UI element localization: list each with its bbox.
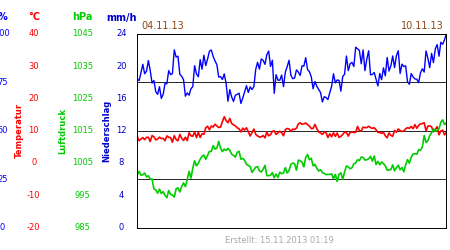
Text: -10: -10 xyxy=(27,191,40,200)
Text: 04.11.13: 04.11.13 xyxy=(142,21,184,31)
Text: 50: 50 xyxy=(0,126,8,135)
Text: 8: 8 xyxy=(119,158,124,168)
Text: 1035: 1035 xyxy=(72,62,93,70)
Text: hPa: hPa xyxy=(72,12,93,22)
Text: 1015: 1015 xyxy=(72,126,93,135)
Text: Temperatur: Temperatur xyxy=(14,103,23,158)
Text: °C: °C xyxy=(28,12,40,22)
Text: 1005: 1005 xyxy=(72,158,93,168)
Text: 985: 985 xyxy=(74,223,90,232)
Text: 10.11.13: 10.11.13 xyxy=(401,21,444,31)
Text: 16: 16 xyxy=(116,94,127,103)
Text: 0: 0 xyxy=(119,223,124,232)
Text: 20: 20 xyxy=(28,94,39,103)
Text: 10: 10 xyxy=(28,126,39,135)
Text: Niederschlag: Niederschlag xyxy=(102,100,111,162)
Text: 30: 30 xyxy=(28,62,39,70)
Text: 1045: 1045 xyxy=(72,29,93,38)
Text: 20: 20 xyxy=(116,62,127,70)
Text: mm/h: mm/h xyxy=(106,12,137,22)
Text: 4: 4 xyxy=(119,191,124,200)
Text: 24: 24 xyxy=(116,29,127,38)
Text: Erstellt: 15.11.2013 01:19: Erstellt: 15.11.2013 01:19 xyxy=(225,236,333,245)
Text: 12: 12 xyxy=(116,126,127,135)
Text: Luftdruck: Luftdruck xyxy=(58,108,68,154)
Text: 25: 25 xyxy=(0,174,8,184)
Text: 0: 0 xyxy=(31,158,36,168)
Text: 995: 995 xyxy=(74,191,90,200)
Text: 100: 100 xyxy=(0,29,10,38)
Text: 0: 0 xyxy=(0,223,5,232)
Text: %: % xyxy=(0,12,7,22)
Text: 75: 75 xyxy=(0,78,8,87)
Text: -20: -20 xyxy=(27,223,40,232)
Text: 1025: 1025 xyxy=(72,94,93,103)
Text: 40: 40 xyxy=(28,29,39,38)
